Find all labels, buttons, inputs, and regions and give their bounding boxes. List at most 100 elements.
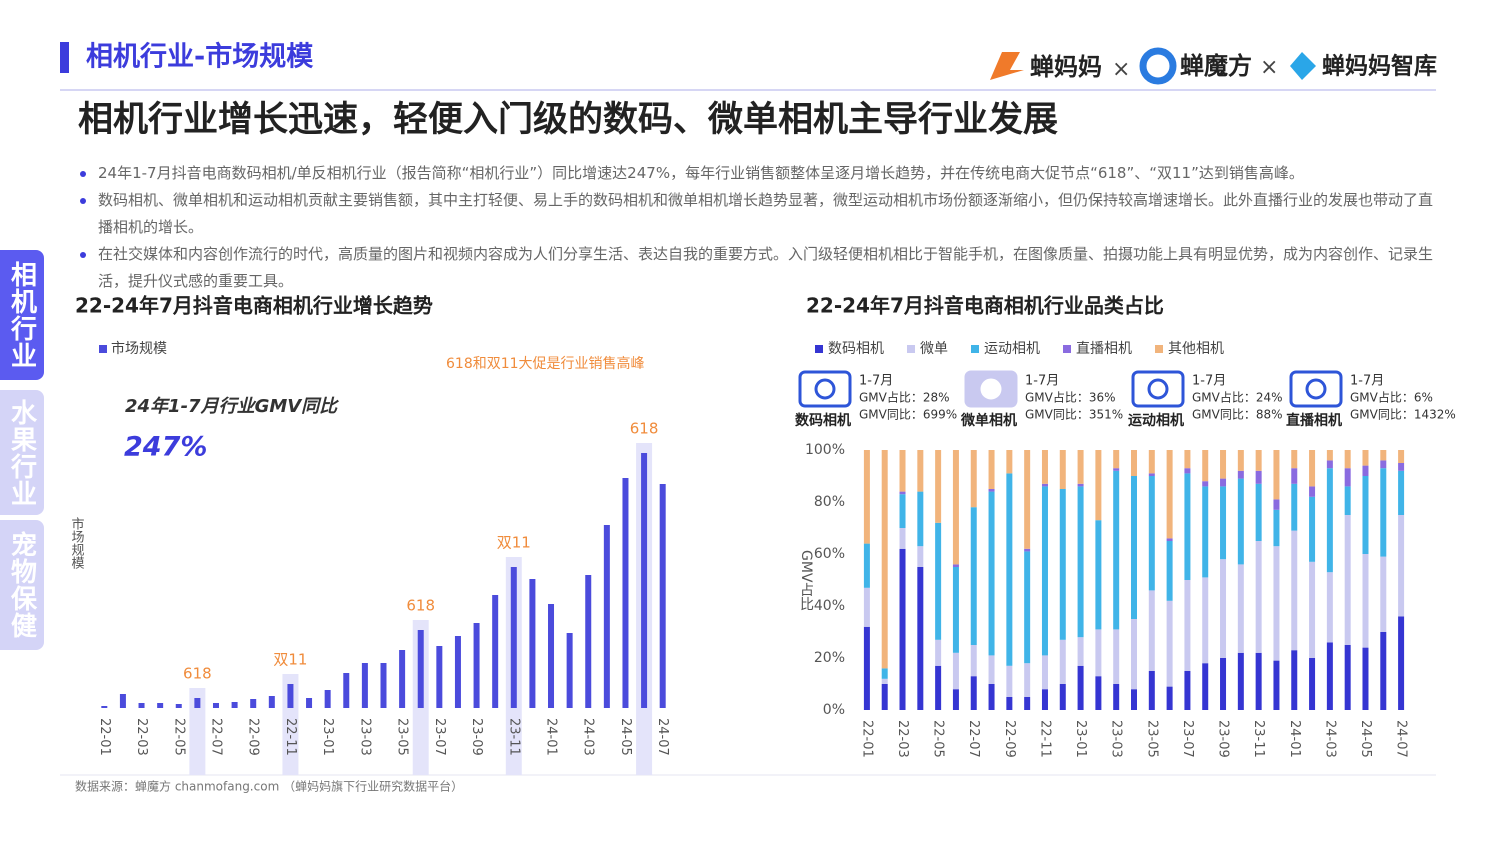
bar-segment — [917, 567, 924, 710]
bar — [529, 579, 536, 708]
x-tick-label: 22-09 — [1002, 720, 1017, 758]
logo-icon — [1290, 52, 1316, 80]
bar — [138, 703, 145, 708]
bar-segment — [1291, 650, 1298, 710]
x-tick-label: 24-03 — [1322, 720, 1337, 758]
bar-segment — [1113, 470, 1120, 630]
bar-segment — [1202, 450, 1209, 482]
x-tick-label: 24-07 — [1394, 720, 1409, 758]
x-tick-label: 22-07 — [966, 720, 981, 758]
bar-segment — [863, 450, 870, 544]
x-tick-label: 23-09 — [469, 718, 484, 756]
bar — [399, 650, 406, 708]
x-tick-label: 23-01 — [1073, 720, 1088, 758]
card-yoy: GMV同比：88% — [1192, 408, 1283, 422]
bar-segment — [952, 689, 959, 710]
bar-segment — [1273, 509, 1280, 547]
card-period: 1-7月 — [859, 374, 893, 389]
x-tick-label: 22-05 — [931, 720, 946, 758]
logo-text: 蝉魔方 — [1180, 52, 1252, 80]
bar-segment — [1024, 697, 1031, 710]
bullet: 24年1-7月抖音电商数码相机/单反相机行业（报告简称“相机行业”）同比增速达2… — [78, 160, 1438, 187]
bar-segment — [1291, 483, 1298, 531]
bar — [361, 663, 368, 708]
bar-segment — [1184, 671, 1191, 710]
bar-segment — [881, 668, 888, 679]
bar-segment — [1255, 450, 1262, 471]
x-tick-label: 23-07 — [1180, 720, 1195, 758]
bar — [194, 698, 201, 708]
bar-segment — [1344, 645, 1351, 710]
bar-segment — [1202, 663, 1209, 710]
bar-segment — [1166, 450, 1173, 539]
bar — [548, 604, 555, 708]
bar-segment — [1024, 663, 1031, 697]
bar-segment — [1131, 619, 1137, 690]
card-icon — [980, 378, 1002, 400]
bar-segment — [1095, 520, 1102, 630]
x-tick-label: 22-01 — [859, 720, 874, 758]
logo-text: 蝉妈妈 — [1030, 53, 1102, 81]
bar-segment — [1095, 629, 1102, 677]
annotation: 618 — [406, 597, 435, 615]
chart-note: 618和双11大促是行业销售高峰 — [446, 355, 645, 372]
bar-segment — [1380, 450, 1387, 461]
bar-segment — [917, 450, 924, 492]
bar-segment — [1148, 590, 1155, 671]
bar-segment — [952, 567, 959, 653]
bar-segment — [1326, 468, 1333, 573]
bar-segment — [1077, 665, 1084, 710]
x-tick-label: 23-03 — [1109, 720, 1124, 758]
bar-segment — [970, 450, 977, 508]
bar-segment — [899, 450, 906, 492]
bar-segment — [1006, 450, 1013, 474]
card-yoy: GMV同比：699% — [859, 408, 957, 422]
logo-separator: × — [1260, 55, 1278, 80]
x-tick-label: 22-09 — [246, 718, 261, 756]
kpi-value: 247% — [124, 432, 207, 463]
bar-segment — [881, 450, 888, 669]
bar-segment — [1148, 476, 1155, 591]
side-tab: 宠物保健 — [0, 520, 44, 650]
bar-segment — [935, 639, 942, 666]
legend-swatch — [815, 345, 823, 353]
bar-segment — [1398, 463, 1405, 471]
card-yoy: GMV同比：351% — [1025, 408, 1123, 422]
x-tick-label: 24-01 — [1287, 720, 1302, 758]
x-tick-label: 23-01 — [320, 718, 335, 756]
bullet: 在社交媒体和内容创作流行的时代，高质量的图片和视频内容成为人们分享生活、表达自我… — [78, 241, 1438, 295]
bar-segment — [1344, 515, 1351, 645]
bar-segment — [988, 450, 995, 489]
x-tick-label: 24-05 — [618, 718, 633, 756]
card-share: GMV占比：24% — [1192, 390, 1283, 405]
x-tick-label: 24-03 — [581, 718, 596, 756]
bar — [417, 630, 424, 708]
bar-segment — [1184, 450, 1191, 469]
y-tick-label: 0% — [823, 702, 845, 718]
bar-segment — [1326, 450, 1333, 461]
bar-segment — [1380, 556, 1387, 632]
x-tick-label: 22-01 — [97, 718, 112, 756]
chart-title: 22-24年7月抖音电商相机行业增长趋势 — [75, 294, 433, 318]
x-tick-label: 24-01 — [544, 718, 559, 756]
bar — [566, 633, 573, 708]
logo-text: 蝉妈妈智库 — [1322, 53, 1437, 80]
legend-label: 运动相机 — [984, 341, 1040, 357]
bar-segment — [970, 645, 977, 677]
bar-segment — [1077, 483, 1084, 487]
bar-segment — [1077, 450, 1084, 484]
bar-segment — [1380, 468, 1387, 557]
bar — [324, 690, 331, 708]
x-tick-label: 22-05 — [171, 718, 186, 756]
bar-segment — [1024, 450, 1031, 549]
y-tick-label: 60% — [814, 546, 845, 562]
bar-segment — [1006, 697, 1013, 710]
bar-segment — [1095, 450, 1102, 521]
logo-separator: × — [1112, 57, 1130, 82]
bar — [231, 702, 238, 708]
legend-label: 微单 — [920, 341, 948, 357]
bar-segment — [1362, 465, 1369, 476]
card-name: 运动相机 — [1128, 412, 1184, 429]
bar-segment — [1309, 486, 1316, 497]
